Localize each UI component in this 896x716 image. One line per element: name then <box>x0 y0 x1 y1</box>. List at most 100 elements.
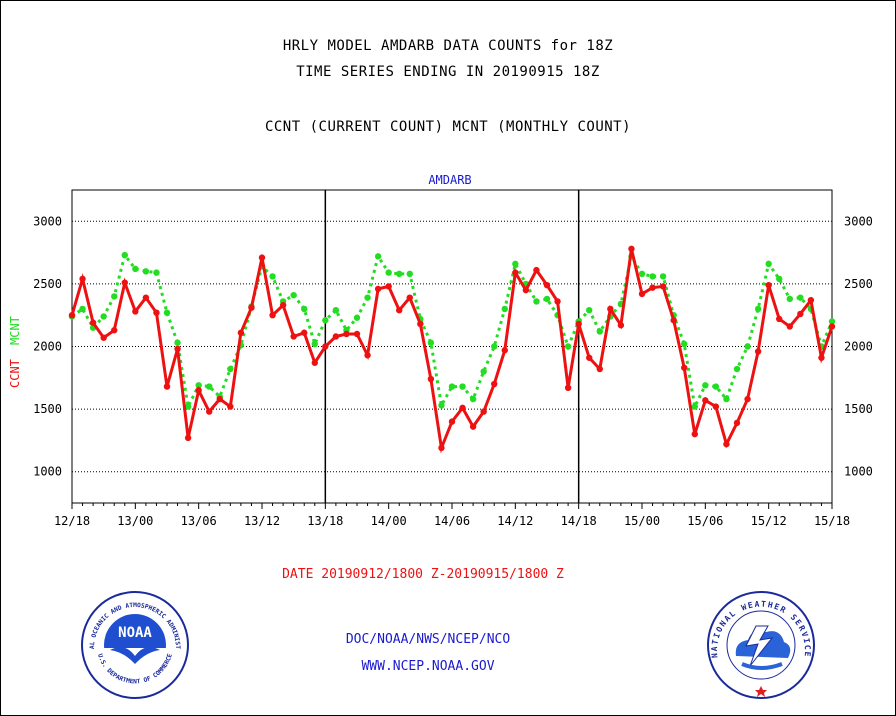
point-ccnt <box>258 254 266 261</box>
x-tick-label: 13/18 <box>307 514 343 528</box>
y-axis-label-mcnt: MCNT <box>8 316 22 345</box>
point-mcnt <box>406 270 413 278</box>
point-ccnt <box>512 269 519 276</box>
x-tick-label: 12/18 <box>54 514 90 528</box>
point-ccnt <box>491 380 498 388</box>
x-tick-label: 13/00 <box>117 514 153 528</box>
axes: 1000 1000 1500 1500 2000 2000 2500 2500 3000 3000… <box>33 214 873 528</box>
point-mcnt <box>206 383 213 390</box>
point-mcnt <box>733 365 741 373</box>
point-mcnt <box>596 328 603 335</box>
point-mcnt <box>659 273 667 280</box>
y-tick-label-left: 3000 <box>33 214 62 228</box>
point-ccnt <box>733 419 741 427</box>
point-ccnt <box>343 330 350 338</box>
point-ccnt <box>744 395 751 403</box>
point-mcnt <box>184 403 192 410</box>
point-ccnt <box>469 423 477 430</box>
point-ccnt <box>543 281 551 289</box>
y-tick-label-left: 1500 <box>33 402 62 416</box>
y-tick-label-right: 1500 <box>844 402 873 416</box>
point-ccnt <box>776 315 783 323</box>
point-ccnt <box>807 296 815 304</box>
point-ccnt <box>649 284 656 291</box>
point-ccnt <box>153 309 160 316</box>
point-ccnt <box>691 430 698 438</box>
svg-text:NOAA: NOAA <box>118 625 152 641</box>
point-ccnt <box>554 298 561 305</box>
point-ccnt <box>216 395 223 403</box>
point-ccnt <box>628 245 635 253</box>
point-mcnt <box>702 382 709 389</box>
point-mcnt <box>227 365 234 373</box>
point-mcnt <box>332 306 340 314</box>
point-ccnt <box>385 283 392 290</box>
point-mcnt <box>142 268 150 275</box>
x-tick-label: 14/18 <box>561 514 597 528</box>
point-mcnt <box>396 270 403 278</box>
point-ccnt <box>132 308 139 315</box>
point-ccnt <box>786 323 793 330</box>
point-mcnt <box>448 383 456 390</box>
point-mcnt <box>786 295 793 303</box>
point-mcnt <box>681 340 688 348</box>
point-ccnt <box>522 286 530 294</box>
point-ccnt <box>79 275 86 283</box>
point-ccnt <box>427 375 435 383</box>
point-ccnt <box>100 334 107 341</box>
x-tick-label: 15/00 <box>624 514 660 528</box>
point-ccnt <box>195 387 202 394</box>
point-ccnt <box>564 384 572 392</box>
x-tick-label: 13/12 <box>244 514 280 528</box>
x-tick-label: 14/00 <box>371 514 407 528</box>
point-mcnt <box>586 306 593 314</box>
point-ccnt <box>702 397 709 404</box>
point-ccnt <box>206 408 213 415</box>
point-mcnt <box>797 294 804 301</box>
point-mcnt <box>480 368 487 375</box>
point-mcnt <box>427 339 435 346</box>
point-mcnt <box>828 318 836 325</box>
point-ccnt <box>174 345 181 353</box>
point-ccnt <box>596 365 603 373</box>
point-mcnt <box>269 273 276 280</box>
y-tick-label-right: 3000 <box>844 214 873 228</box>
point-ccnt <box>374 285 382 293</box>
point-mcnt <box>744 343 751 350</box>
point-mcnt <box>765 260 772 268</box>
series-group <box>68 245 836 454</box>
point-ccnt <box>754 348 762 355</box>
point-mcnt <box>195 382 202 389</box>
point-mcnt <box>491 343 498 350</box>
point-ccnt <box>89 319 97 326</box>
y-axis-label-ccnt: CCNT <box>8 359 22 388</box>
point-ccnt <box>111 327 118 334</box>
point-ccnt <box>227 403 234 410</box>
point-mcnt <box>649 273 656 280</box>
point-ccnt <box>659 283 667 290</box>
point-mcnt <box>459 383 466 390</box>
chart-subtitle: CCNT (CURRENT COUNT) MCNT (MONTHLY COUNT… <box>264 119 632 135</box>
point-mcnt <box>153 269 160 276</box>
point-ccnt <box>765 281 772 289</box>
footer-website[interactable]: WWW.NCEP.NOAA.GOV <box>361 659 495 674</box>
x-tick-label: 14/06 <box>434 514 470 528</box>
point-ccnt <box>617 322 625 329</box>
point-ccnt <box>670 317 677 324</box>
point-mcnt <box>512 260 519 268</box>
point-mcnt <box>691 403 698 410</box>
x-tick-label: 15/06 <box>687 514 723 528</box>
point-ccnt <box>332 333 340 340</box>
point-ccnt <box>586 354 593 361</box>
point-ccnt <box>828 323 836 330</box>
point-ccnt <box>533 266 540 274</box>
series-line-ccnt <box>70 248 834 454</box>
point-ccnt <box>712 403 720 410</box>
point-mcnt <box>723 395 730 403</box>
point-ccnt <box>818 354 825 361</box>
x-tick-label: 15/12 <box>751 514 787 528</box>
point-ccnt <box>396 306 403 314</box>
point-ccnt <box>448 418 456 425</box>
x-tick-label: 14/12 <box>497 514 533 528</box>
